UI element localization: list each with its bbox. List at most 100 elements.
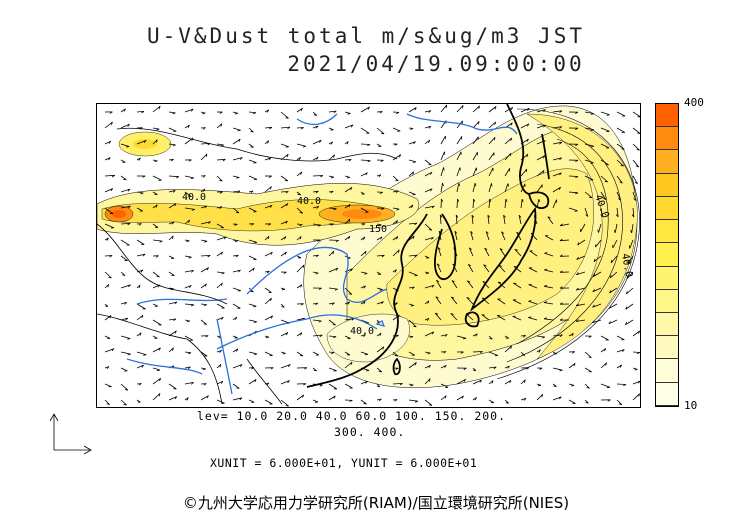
wind-arrow-head [571,333,574,337]
wind-arrow-head [141,111,145,114]
river-tibet [136,298,228,305]
wind-arrow-head [236,211,240,214]
wind-arrow [577,239,586,246]
wind-arrow-head [266,270,270,274]
wind-arrow [184,175,194,179]
wind-arrow-head [158,393,161,397]
wind-arrow-head [444,395,447,399]
wind-arrow-head [543,317,548,320]
wind-arrow-head [127,123,130,127]
wind-arrow [312,206,319,209]
wind-arrow-head [367,160,371,163]
wind-arrow-head [435,312,439,315]
wind-arrow-head [203,188,206,192]
wind-arrow-head [220,380,224,384]
wind-arrow-head [108,276,112,279]
wind-arrow-head [509,380,512,384]
wind-arrow [312,111,318,116]
wind-arrow [296,223,303,225]
wind-arrow [629,239,634,249]
color-scale-swatch [656,359,678,383]
wind-arrow [232,175,240,178]
color-scale-swatch [656,104,678,128]
wind-arrow [552,199,557,209]
wind-arrow [408,399,418,402]
wind-arrow [512,299,522,305]
wind-arrow-head [494,106,497,110]
wind-arrow [120,188,131,193]
wind-arrow-head [268,223,272,226]
wind-arrow [626,287,634,295]
wind-arrow [584,351,592,358]
wind-arrow-head [270,186,272,190]
wind-arrow-head [221,251,223,255]
wind-arrow-head [462,105,464,109]
border-china-west [97,223,228,305]
wind-arrow [328,207,337,210]
wind-arrow-head [363,334,366,337]
dust-contours [496,108,640,380]
wind-arrow [216,251,223,257]
wind-arrow-head [236,177,240,179]
wind-arrow [216,236,227,241]
wind-arrow-head [330,141,333,145]
coast-kyushu [464,311,480,328]
wind-arrow-head [590,162,594,164]
wind-arrow-head [441,198,444,202]
wind-arrow [136,191,144,194]
wind-arrow [184,303,194,306]
wind-arrow [600,383,611,388]
wind-arrow-head [498,281,502,284]
contour-arc-mid [506,123,623,363]
wind-arrow-head [603,197,607,200]
wind-arrow-head [366,370,370,372]
wind-arrow-head [609,290,612,294]
wind-arrow [552,141,562,145]
wind-arrow-head [127,338,131,340]
wind-arrow-head [350,361,353,365]
wind-arrow-head [122,274,126,276]
wind-arrow-head [110,121,113,125]
wind-arrow-head [378,398,382,402]
wind-arrow-head [299,212,303,214]
wind-arrow-head [489,198,492,202]
wind-arrow-head [625,306,628,310]
wind-arrow-head [429,188,433,192]
wind-arrow [616,143,625,150]
wind-arrow-head [155,204,158,208]
wind-arrow-head [590,113,595,115]
wind-arrow-head [219,111,223,114]
wind-arrow [424,331,434,337]
wind-arrow [498,265,506,273]
wind-arrow-head [333,110,337,114]
wind-arrow [264,235,270,241]
wind-arrow [481,297,490,305]
wind-arrow-head [155,255,159,258]
wind-arrow [392,351,399,357]
wind-arrow-head [592,320,595,323]
river-yangtze [216,314,378,350]
wind-arrow [136,269,144,273]
wind-arrow [625,319,634,326]
wind-arrow [528,300,538,305]
wind-arrow [559,239,570,242]
wind-arrow-head [410,128,414,130]
wind-arrow [456,105,464,113]
wind-arrow-head [254,353,258,356]
wind-arrow [344,287,353,295]
wind-arrow [528,317,538,321]
wind-arrow-head [300,171,303,175]
wind-arrow-head [604,180,608,183]
color-scale-swatch [656,266,678,290]
wind-arrow-head [379,191,383,194]
wind-arrow-head [287,126,291,130]
wind-arrow [136,253,146,257]
wind-arrow-head [303,383,307,386]
wind-arrow-head [188,352,192,355]
wind-arrow-head [413,141,416,145]
wind-arrow [216,399,225,404]
wind-arrow [248,143,254,148]
wind-arrow-head [414,254,418,258]
wind-arrow [440,104,448,113]
borders [97,127,398,405]
